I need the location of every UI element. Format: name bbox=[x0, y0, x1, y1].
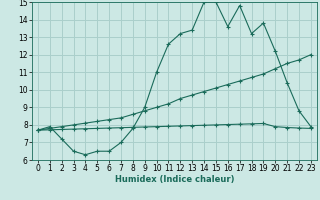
X-axis label: Humidex (Indice chaleur): Humidex (Indice chaleur) bbox=[115, 175, 234, 184]
